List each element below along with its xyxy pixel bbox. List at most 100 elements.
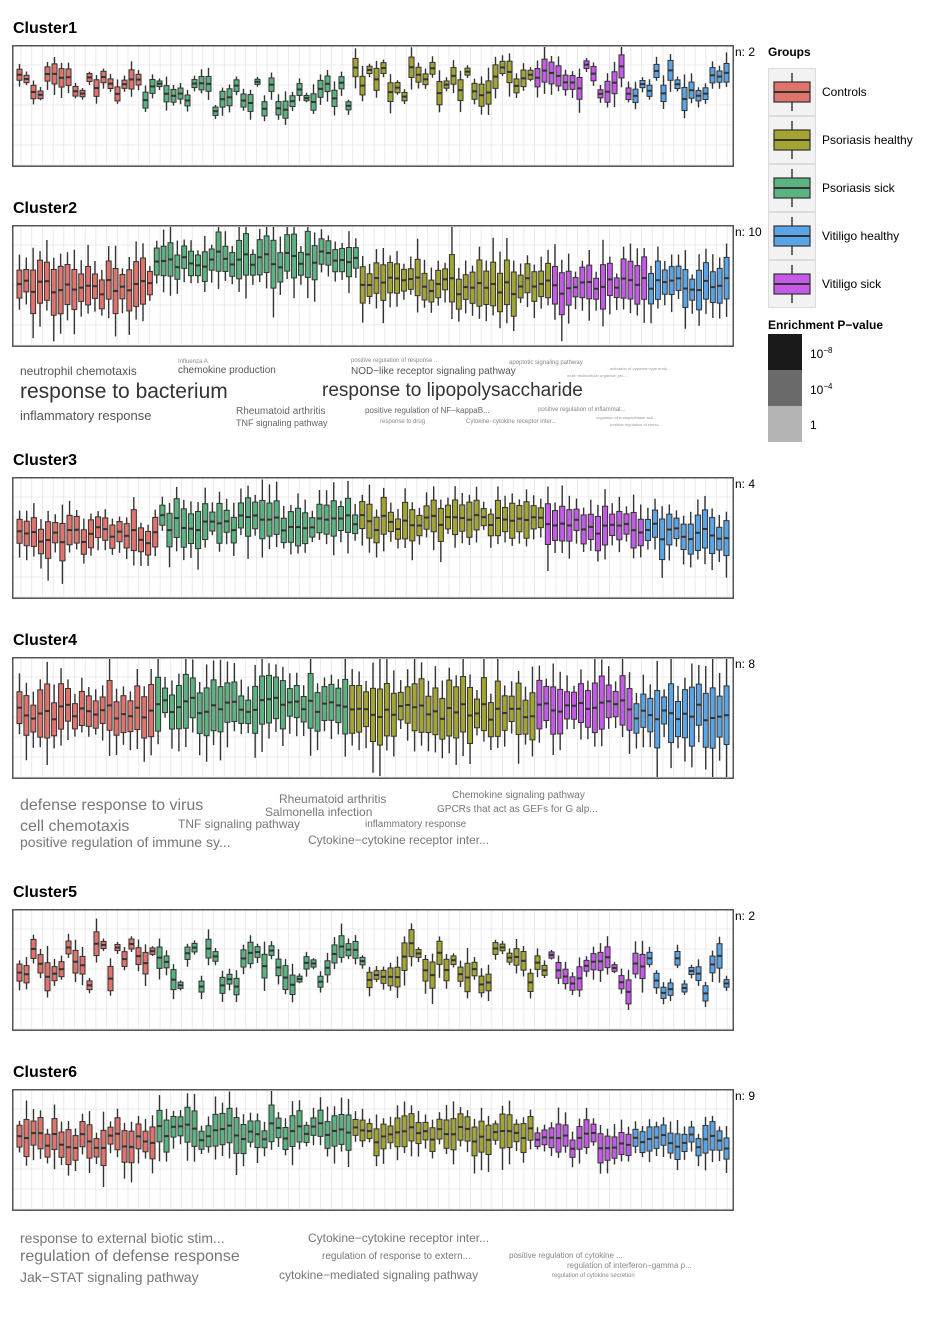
box: [506, 53, 513, 97]
box: [687, 511, 694, 568]
box: [723, 243, 730, 317]
box: [296, 973, 303, 984]
box: [23, 510, 30, 561]
box: [366, 263, 373, 305]
box: [508, 681, 515, 734]
box: [625, 969, 632, 1010]
box: [72, 1128, 79, 1172]
box: [189, 659, 196, 733]
box: [376, 659, 383, 777]
box: [318, 229, 325, 273]
box: [198, 975, 205, 1000]
box: [536, 665, 543, 743]
box: [562, 69, 569, 96]
cluster5-panel: [12, 909, 734, 1031]
box: [321, 677, 328, 732]
box: [436, 70, 443, 113]
box: [226, 968, 233, 991]
box: [667, 54, 674, 92]
box: [473, 689, 480, 736]
box: [194, 501, 202, 570]
box: [380, 1118, 387, 1164]
enrichment-term: positive regulation of response ...: [351, 358, 440, 364]
box: [651, 498, 659, 550]
box: [71, 693, 78, 737]
legend-label: Psoriasis sick: [822, 181, 895, 195]
box: [238, 679, 245, 735]
box: [666, 504, 673, 561]
box: [555, 56, 562, 92]
box: [414, 238, 421, 313]
box: [58, 62, 65, 98]
pvalue-swatch: [768, 334, 802, 370]
pvalue-exponent: −4: [823, 382, 833, 391]
box: [352, 238, 359, 278]
box: [363, 680, 370, 749]
box: [716, 257, 723, 319]
enrichment-term: Salmonella infection: [265, 805, 373, 819]
cluster2-title: Cluster2: [13, 200, 78, 217]
box: [50, 257, 57, 342]
box: [436, 1112, 443, 1145]
boxplots: [16, 659, 730, 777]
box: [566, 495, 573, 559]
box: [583, 956, 590, 977]
box: [653, 1121, 660, 1157]
panel-border: [12, 1089, 734, 1211]
box: [557, 671, 564, 751]
box: [709, 659, 716, 777]
box: [266, 663, 273, 739]
box: [16, 510, 23, 558]
box: [632, 1121, 639, 1154]
box: [716, 1126, 723, 1162]
box: [173, 486, 180, 552]
box: [623, 506, 630, 542]
box: [324, 952, 331, 983]
enrichment-term: activation of cysteine−type endo...: [610, 366, 671, 371]
enrichment-term: Cytokine−cytokine receptor inter...: [308, 1231, 490, 1245]
box: [352, 48, 359, 89]
box: [611, 961, 618, 974]
pvalue-label: 10−4: [810, 382, 832, 397]
box: [93, 918, 100, 963]
box: [523, 489, 530, 547]
box: [100, 1111, 107, 1187]
box: [282, 91, 289, 125]
box: [538, 256, 545, 309]
box: [119, 268, 126, 314]
enrichment-term: defense response to virus: [20, 797, 204, 814]
box: [30, 691, 37, 748]
box: [149, 946, 156, 957]
box: [156, 78, 163, 91]
box: [394, 1105, 401, 1161]
legend-key-vitiligo-healthy: [768, 212, 816, 260]
box: [520, 1117, 527, 1163]
box: [352, 935, 359, 965]
box: [594, 504, 601, 562]
box: [604, 936, 611, 975]
box: [100, 938, 107, 951]
pvalue-label: 1: [810, 418, 817, 432]
box: [23, 71, 30, 86]
box: [681, 1126, 688, 1160]
box: [394, 251, 401, 307]
box: [390, 670, 397, 757]
box: [551, 502, 559, 554]
box: [191, 940, 198, 955]
box: [485, 1115, 492, 1172]
box: [330, 482, 337, 556]
box: [359, 1108, 366, 1148]
box: [473, 486, 480, 543]
box: [79, 1113, 86, 1155]
pvalue-swatch: [768, 370, 802, 406]
box: [598, 659, 605, 747]
box: [71, 249, 78, 335]
box: [682, 250, 689, 329]
box: [408, 923, 415, 967]
box: [548, 55, 555, 95]
box: [134, 669, 141, 749]
box: [609, 503, 616, 546]
box: [23, 257, 30, 305]
box: [335, 679, 342, 735]
box: [639, 940, 646, 993]
